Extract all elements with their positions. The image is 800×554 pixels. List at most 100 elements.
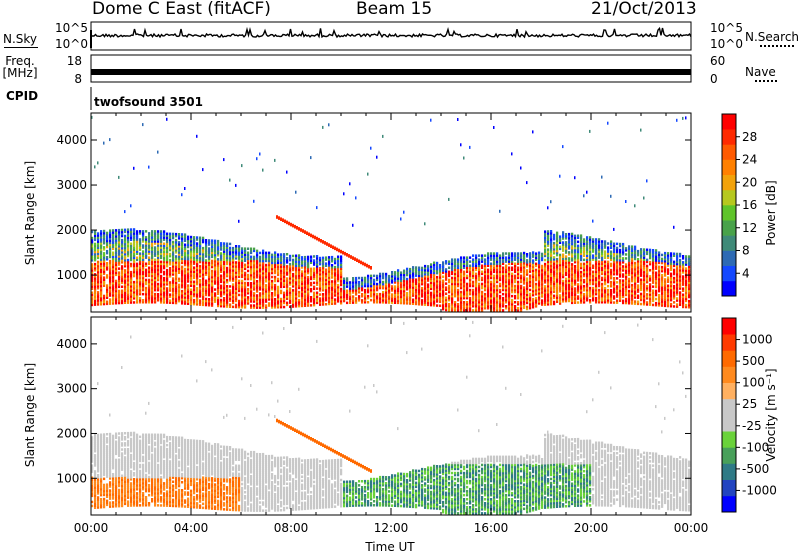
data-cell	[490, 256, 493, 259]
data-cell	[610, 250, 613, 253]
data-cell	[634, 294, 637, 297]
data-cell	[148, 280, 151, 284]
data-cell	[127, 283, 130, 286]
data-cell	[460, 296, 463, 300]
data-cell	[103, 248, 106, 251]
data-cell	[97, 274, 100, 278]
data-cell	[445, 298, 448, 302]
data-cell	[586, 297, 589, 300]
data-cell	[343, 299, 346, 303]
data-cell	[223, 280, 226, 284]
data-cell	[550, 286, 553, 290]
data-cell	[424, 287, 427, 290]
data-cell	[283, 299, 286, 303]
data-cell	[232, 265, 235, 268]
data-cell	[538, 257, 541, 261]
data-cell	[259, 288, 262, 291]
data-cell	[370, 298, 373, 302]
data-cell	[193, 286, 196, 290]
data-cell	[634, 280, 637, 283]
data-cell	[649, 260, 652, 264]
data-cell	[502, 296, 505, 300]
data-cell	[499, 307, 502, 310]
data-cell	[163, 234, 166, 237]
data-cell	[598, 294, 601, 298]
data-cell	[271, 286, 274, 289]
data-cell	[355, 276, 358, 280]
data-cell	[415, 286, 418, 289]
data-cell	[154, 292, 157, 296]
data-cell	[511, 256, 514, 259]
data-cell	[412, 286, 415, 289]
data-cell	[493, 260, 496, 263]
data-cell	[493, 288, 496, 292]
data-cell	[580, 285, 583, 288]
data-cell	[208, 287, 211, 291]
data-cell	[328, 262, 331, 265]
data-cell	[94, 252, 97, 256]
data-cell	[502, 292, 505, 296]
data-cell	[214, 294, 217, 297]
data-cell	[397, 297, 400, 301]
data-cell	[226, 258, 229, 262]
data-cell	[607, 276, 610, 280]
data-cell	[235, 291, 238, 295]
data-cell	[337, 294, 340, 297]
data-cell	[142, 282, 145, 286]
data-cell	[133, 238, 136, 241]
data-cell	[148, 234, 151, 237]
data-cell	[277, 304, 280, 307]
data-cell	[550, 280, 553, 284]
data-cell	[148, 260, 151, 263]
data-cell	[325, 256, 328, 259]
data-cell	[250, 298, 253, 301]
data-cell	[220, 262, 223, 265]
data-cell	[184, 269, 187, 273]
data-cell	[205, 263, 208, 266]
data-cell	[577, 277, 580, 280]
data-cell	[121, 257, 124, 260]
data-cell	[565, 291, 568, 295]
data-cell	[223, 254, 226, 257]
data-cell	[190, 280, 193, 283]
data-cell	[118, 235, 121, 238]
data-cell	[295, 256, 298, 259]
data-cell	[211, 247, 214, 250]
data-cell	[658, 279, 661, 283]
data-cell	[109, 284, 112, 287]
data-cell	[448, 288, 451, 292]
data-cell	[385, 301, 388, 304]
data-cell	[520, 262, 523, 265]
data-cell	[334, 267, 337, 271]
data-cell	[217, 248, 220, 251]
data-cell	[115, 247, 118, 250]
data-cell	[124, 256, 127, 260]
data-cell	[274, 275, 277, 279]
data-cell	[487, 252, 490, 255]
data-cell	[613, 266, 616, 270]
data-cell	[295, 272, 298, 276]
data-cell	[328, 302, 331, 306]
data-cell	[130, 248, 133, 252]
data-cell	[544, 291, 547, 294]
data-cell	[280, 265, 283, 268]
data-cell	[487, 290, 490, 294]
data-cell	[592, 250, 595, 253]
data-cell	[469, 282, 472, 286]
data-cell	[124, 289, 127, 292]
data-cell	[646, 274, 649, 278]
data-cell	[442, 303, 445, 307]
data-cell	[286, 265, 289, 268]
data-cell	[601, 246, 604, 249]
data-cell	[364, 280, 367, 284]
data-cell	[430, 118, 432, 122]
data-cell	[460, 262, 463, 265]
data-cell	[298, 254, 301, 257]
data-cell	[169, 289, 172, 292]
data-cell	[184, 286, 187, 289]
data-cell	[151, 299, 154, 302]
data-cell	[127, 299, 130, 302]
data-cell	[301, 290, 304, 293]
data-cell	[193, 298, 196, 302]
data-cell	[292, 295, 295, 298]
